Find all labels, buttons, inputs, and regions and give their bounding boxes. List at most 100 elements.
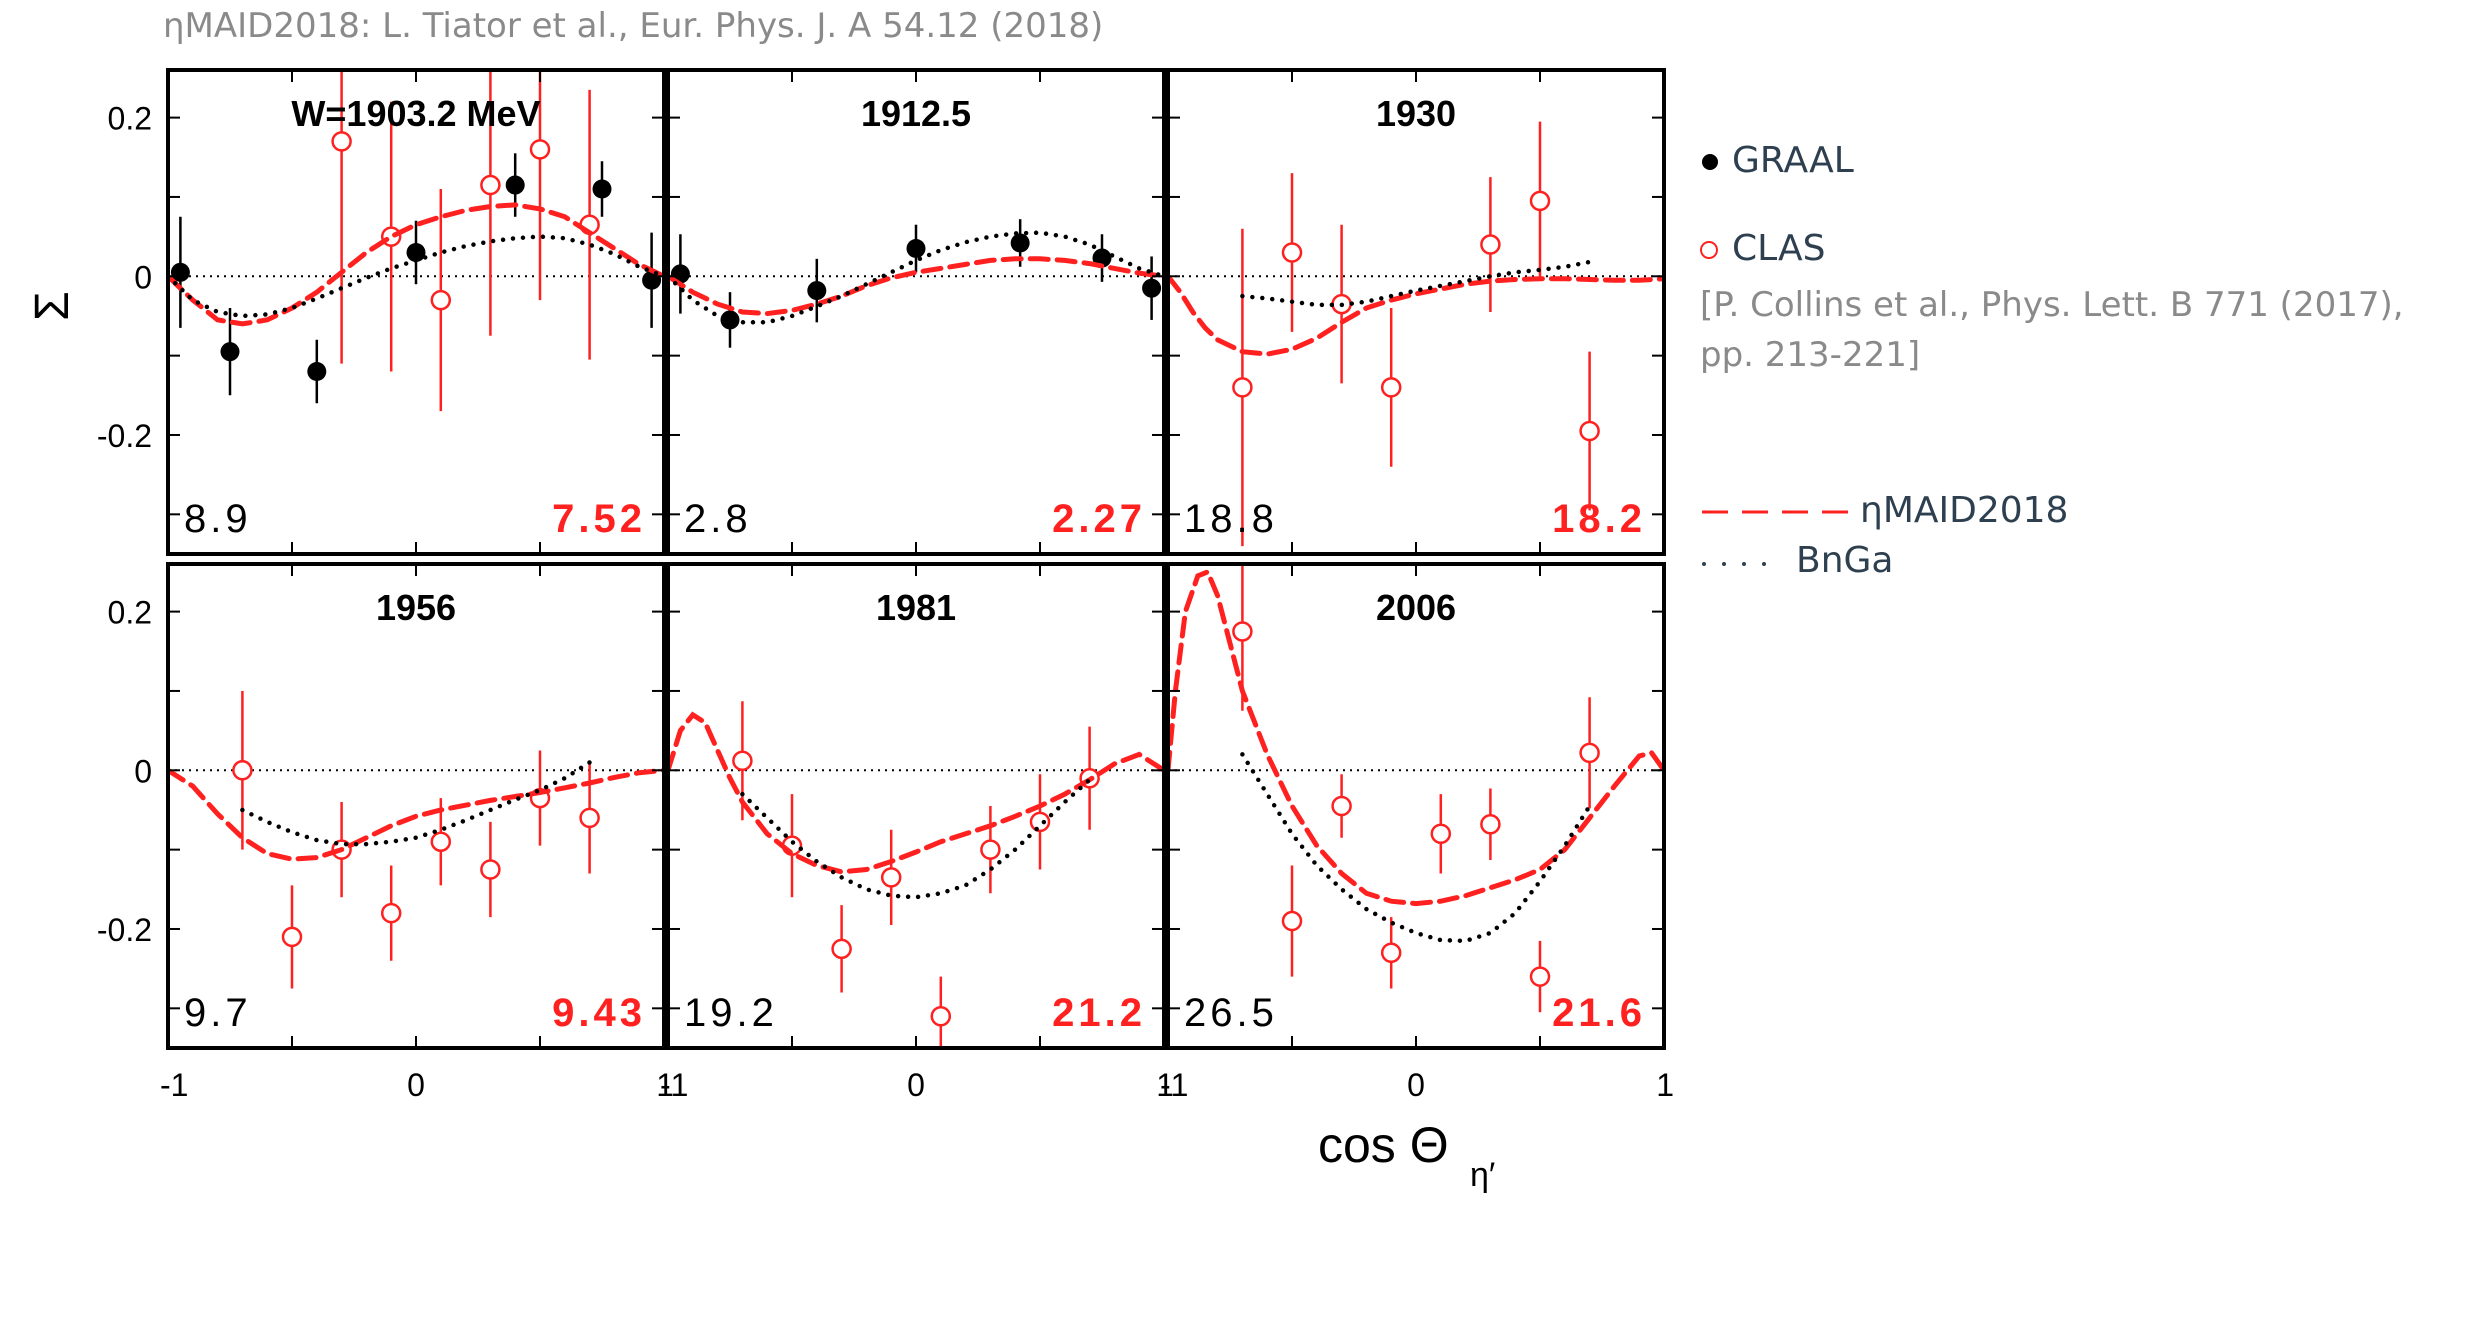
clas-point — [1430, 823, 1452, 845]
bnga-curve — [740, 777, 1092, 900]
chi2-bnga-label: 9.7 — [184, 991, 252, 1035]
legend-item-graal: GRAAL — [1700, 140, 1854, 181]
panel-plot-area — [668, 701, 1164, 1048]
maid-curve — [1168, 568, 1664, 907]
x-axis-label: cos Θ — [1318, 1117, 1449, 1173]
chi2-maid-label: 21.6 — [1552, 991, 1646, 1035]
graal-point — [592, 179, 612, 199]
panel-plot-area — [1168, 121, 1664, 547]
y-axis-label: Σ — [26, 291, 79, 321]
x-tick-label: -1 — [660, 1067, 688, 1103]
clas-point — [1281, 242, 1303, 263]
clas-point — [1232, 621, 1253, 642]
clas-point — [232, 760, 253, 781]
chi2-bnga-label: 8.9 — [184, 497, 252, 541]
panel-title: 1956 — [376, 587, 456, 628]
clas-reference-line2: pp. 213-221] — [1700, 335, 1921, 375]
chi2-maid-label: 2.27 — [1052, 497, 1146, 541]
clas-point — [732, 750, 753, 772]
y-tick-label: 0 — [134, 753, 152, 789]
graal-point — [906, 239, 926, 259]
maid-curve — [668, 711, 1164, 875]
clas-marker-icon — [1700, 241, 1718, 259]
clas-point — [1281, 910, 1303, 932]
clas-point — [1029, 811, 1051, 833]
graal-point — [307, 362, 327, 382]
graal-point — [1010, 233, 1030, 253]
bnga-curve — [1240, 752, 1592, 944]
panel-title: 1930 — [1376, 93, 1456, 134]
graal-point — [807, 281, 827, 301]
panel: 2006 26.5 21.6 -1 0 1 — [1160, 562, 1674, 1103]
clas-point — [579, 807, 600, 829]
x-tick-label: 1 — [1156, 1067, 1174, 1103]
x-tick-label: 0 — [907, 1067, 925, 1103]
chi2-bnga-label: 26.5 — [1184, 991, 1278, 1035]
clas-point — [1579, 420, 1600, 442]
legend-label-bnga: BnGa — [1796, 540, 1894, 581]
panel-title: 1981 — [876, 587, 956, 628]
panel-title: W=1903.2 MeV — [291, 93, 540, 134]
clas-point — [1380, 377, 1402, 398]
chi2-bnga-label: 2.8 — [684, 497, 752, 541]
clas-point — [1380, 942, 1402, 964]
clas-point — [281, 926, 303, 948]
y-tick-label: -0.2 — [97, 418, 152, 454]
panel: 1930 18.8 18.2 — [1166, 68, 1666, 556]
x-tick-label: 0 — [407, 1067, 425, 1103]
x-tick-label: 0 — [1407, 1067, 1425, 1103]
graal-point — [505, 175, 525, 195]
clas-point — [1529, 966, 1551, 987]
clas-point — [1480, 234, 1501, 255]
dotted-line-icon — [1702, 562, 1780, 566]
panel-plot-area — [168, 70, 664, 412]
y-tick-label: 0.2 — [108, 595, 152, 631]
clas-point — [430, 289, 452, 311]
chi2-maid-label: 21.2 — [1052, 991, 1146, 1035]
bnga-curve — [240, 760, 592, 847]
graal-point — [406, 242, 426, 262]
y-tick-label: 0.2 — [108, 101, 152, 137]
clas-point — [980, 839, 1001, 860]
clas-point — [480, 859, 501, 880]
clas-point — [831, 938, 852, 960]
panel-plot-area — [668, 219, 1164, 348]
panel-title: 2006 — [1376, 587, 1456, 628]
graal-point — [1142, 278, 1162, 298]
maid-curve — [1168, 273, 1664, 357]
y-tick-label: 0 — [134, 259, 152, 295]
dashed-line-icon — [1702, 510, 1848, 514]
x-tick-label: -1 — [1160, 1067, 1188, 1103]
panel: 1956 9.7 9.43 0.2 0 -0.2 -1 0 1 — [97, 562, 674, 1103]
x-tick-label: 1 — [656, 1067, 674, 1103]
clas-point — [430, 831, 452, 852]
graal-marker-icon — [1702, 154, 1718, 170]
clas-point — [480, 174, 501, 196]
panel-title: 1912.5 — [861, 93, 971, 134]
clas-point — [1529, 190, 1551, 212]
graal-point — [720, 310, 740, 330]
legend-item-maid: ηMAID2018 — [1700, 490, 2068, 531]
clas-point — [1232, 377, 1253, 398]
x-axis-label-subscript: η′ — [1470, 1156, 1495, 1194]
clas-point — [930, 1006, 952, 1027]
clas-point — [880, 867, 902, 888]
legend-item-bnga: BnGa — [1700, 540, 1893, 581]
chi2-maid-label: 9.43 — [552, 991, 646, 1035]
legend-label-clas: CLAS — [1732, 228, 1826, 269]
maid-curve — [168, 202, 664, 327]
maid-curve — [168, 767, 664, 862]
bnga-curve — [1240, 259, 1592, 308]
y-tick-label: -0.2 — [97, 912, 152, 948]
legend-label-graal: GRAAL — [1732, 140, 1854, 181]
panel-grid: W=1903.2 MeV 8.9 7.52 0.2 0 -0.2 1912.5 2.8 2.27… — [26, 68, 1674, 1194]
clas-point — [1331, 795, 1352, 817]
citation: ηMAID2018: L. Tiator et al., Eur. Phys. … — [163, 6, 1104, 46]
clas-point — [331, 131, 352, 152]
chi2-bnga-label: 18.8 — [1184, 497, 1278, 541]
clas-point — [380, 902, 402, 924]
clas-point — [529, 139, 551, 160]
clas-point — [1579, 742, 1600, 764]
x-tick-label: 1 — [1656, 1067, 1674, 1103]
maid-curve — [668, 256, 1164, 317]
